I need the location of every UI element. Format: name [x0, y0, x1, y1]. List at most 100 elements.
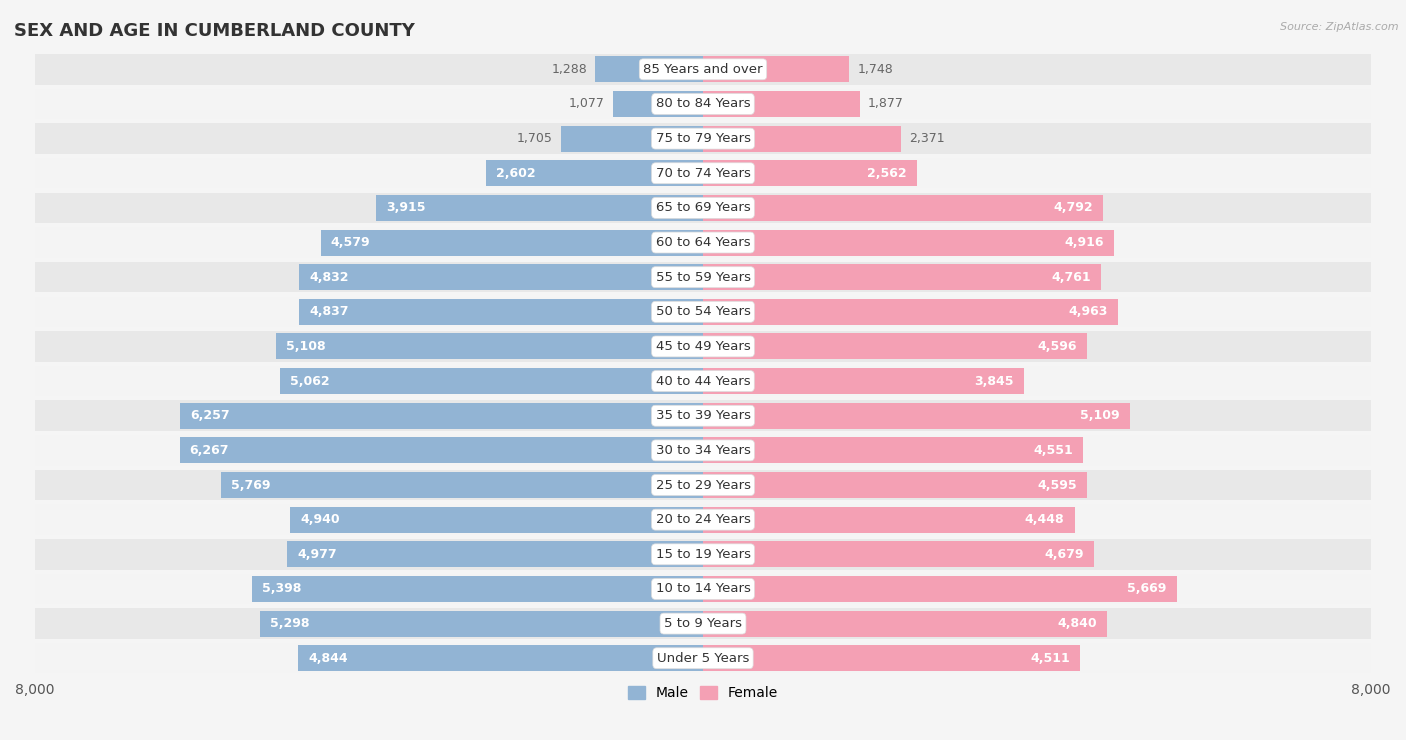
Bar [35, 608, 1371, 639]
Bar [613, 91, 703, 117]
Text: 4,511: 4,511 [1031, 652, 1070, 665]
Bar [291, 507, 703, 533]
Bar [35, 505, 1371, 535]
Bar [703, 126, 901, 152]
Text: 4,792: 4,792 [1053, 201, 1094, 215]
Text: 80 to 84 Years: 80 to 84 Years [655, 98, 751, 110]
Bar [35, 262, 1371, 292]
Bar [703, 299, 1118, 325]
Text: 1,748: 1,748 [858, 63, 893, 75]
Bar [35, 539, 1371, 570]
Bar [321, 229, 703, 255]
Bar [703, 645, 1080, 671]
Text: 5,298: 5,298 [270, 617, 309, 630]
Bar [703, 576, 1177, 602]
Bar [180, 403, 703, 428]
Bar [703, 610, 1108, 636]
Bar [375, 195, 703, 221]
Text: 1,288: 1,288 [551, 63, 588, 75]
Bar [703, 472, 1087, 498]
Text: 4,579: 4,579 [330, 236, 370, 249]
Text: 5 to 9 Years: 5 to 9 Years [664, 617, 742, 630]
Bar [35, 435, 1371, 465]
Text: 1,077: 1,077 [569, 98, 605, 110]
Text: Source: ZipAtlas.com: Source: ZipAtlas.com [1281, 22, 1399, 33]
Text: 4,596: 4,596 [1038, 340, 1077, 353]
Bar [485, 161, 703, 186]
Legend: Male, Female: Male, Female [623, 681, 783, 706]
Text: 4,832: 4,832 [309, 271, 349, 283]
Bar [703, 264, 1101, 290]
Text: 4,679: 4,679 [1045, 548, 1084, 561]
Bar [35, 158, 1371, 189]
Text: 2,562: 2,562 [868, 166, 907, 180]
Text: 40 to 44 Years: 40 to 44 Years [655, 374, 751, 388]
Bar [595, 56, 703, 82]
Bar [35, 366, 1371, 397]
Text: Under 5 Years: Under 5 Years [657, 652, 749, 665]
Text: 20 to 24 Years: 20 to 24 Years [655, 513, 751, 526]
Text: 4,837: 4,837 [309, 306, 349, 318]
Text: SEX AND AGE IN CUMBERLAND COUNTY: SEX AND AGE IN CUMBERLAND COUNTY [14, 22, 415, 40]
Text: 65 to 69 Years: 65 to 69 Years [655, 201, 751, 215]
Text: 45 to 49 Years: 45 to 49 Years [655, 340, 751, 353]
Bar [35, 400, 1371, 431]
Text: 25 to 29 Years: 25 to 29 Years [655, 479, 751, 491]
Bar [180, 437, 703, 463]
Bar [703, 229, 1114, 255]
Bar [35, 297, 1371, 327]
Bar [35, 227, 1371, 258]
Bar [703, 91, 860, 117]
Bar [35, 574, 1371, 604]
Text: 4,761: 4,761 [1052, 271, 1091, 283]
Bar [703, 195, 1104, 221]
Text: 2,371: 2,371 [910, 132, 945, 145]
Text: 5,109: 5,109 [1080, 409, 1119, 423]
Bar [703, 334, 1087, 360]
Bar [703, 542, 1094, 568]
Text: 2,602: 2,602 [496, 166, 536, 180]
Text: 4,448: 4,448 [1025, 513, 1064, 526]
Text: 5,769: 5,769 [231, 479, 270, 491]
Bar [703, 403, 1130, 428]
Bar [703, 161, 917, 186]
Text: 85 Years and over: 85 Years and over [644, 63, 762, 75]
Text: 10 to 14 Years: 10 to 14 Years [655, 582, 751, 596]
Bar [703, 368, 1024, 394]
Text: 55 to 59 Years: 55 to 59 Years [655, 271, 751, 283]
Bar [561, 126, 703, 152]
Bar [287, 542, 703, 568]
Text: 6,267: 6,267 [190, 444, 229, 457]
Text: 1,705: 1,705 [516, 132, 553, 145]
Text: 4,551: 4,551 [1033, 444, 1073, 457]
Text: 6,257: 6,257 [190, 409, 231, 423]
Text: 4,844: 4,844 [308, 652, 349, 665]
Bar [703, 56, 849, 82]
Text: 3,915: 3,915 [387, 201, 426, 215]
Bar [35, 332, 1371, 362]
Bar [35, 54, 1371, 84]
Text: 5,108: 5,108 [287, 340, 326, 353]
Text: 70 to 74 Years: 70 to 74 Years [655, 166, 751, 180]
Text: 4,840: 4,840 [1057, 617, 1097, 630]
Text: 4,916: 4,916 [1064, 236, 1104, 249]
Text: 15 to 19 Years: 15 to 19 Years [655, 548, 751, 561]
Text: 35 to 39 Years: 35 to 39 Years [655, 409, 751, 423]
Text: 5,669: 5,669 [1128, 582, 1167, 596]
Bar [703, 507, 1074, 533]
Bar [277, 334, 703, 360]
Text: 5,062: 5,062 [290, 374, 330, 388]
Bar [35, 192, 1371, 223]
Bar [35, 89, 1371, 119]
Text: 5,398: 5,398 [262, 582, 301, 596]
Bar [35, 124, 1371, 154]
Text: 1,877: 1,877 [868, 98, 904, 110]
Bar [35, 470, 1371, 500]
Bar [298, 645, 703, 671]
Bar [703, 437, 1083, 463]
Text: 4,977: 4,977 [297, 548, 337, 561]
Bar [35, 643, 1371, 673]
Text: 75 to 79 Years: 75 to 79 Years [655, 132, 751, 145]
Text: 30 to 34 Years: 30 to 34 Years [655, 444, 751, 457]
Bar [299, 299, 703, 325]
